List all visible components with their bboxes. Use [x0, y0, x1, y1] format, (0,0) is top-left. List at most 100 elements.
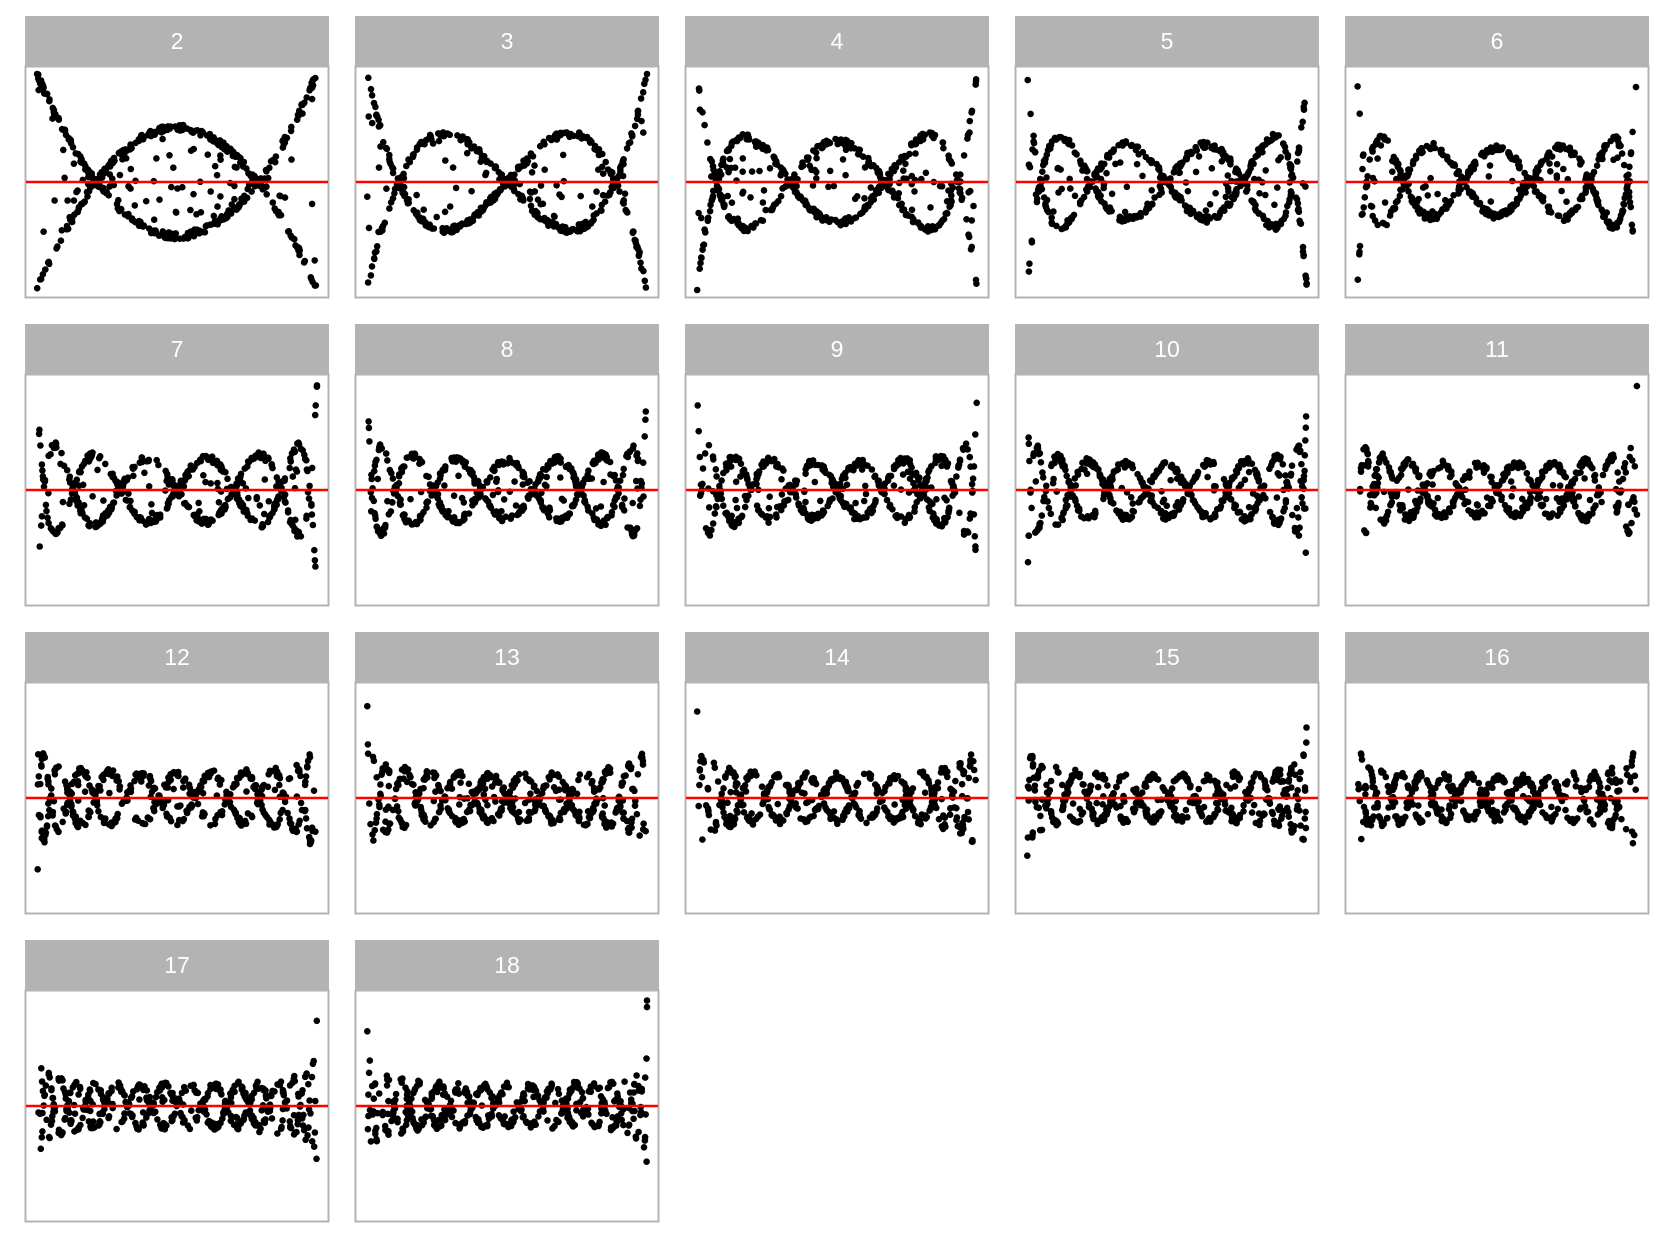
- data-point: [537, 499, 545, 506]
- data-point: [537, 182, 545, 189]
- data-point: [66, 473, 74, 481]
- data-point: [196, 508, 203, 515]
- data-point: [288, 156, 295, 163]
- data-point: [638, 480, 646, 487]
- data-point: [1030, 132, 1037, 140]
- data-point: [78, 463, 86, 470]
- data-point: [1599, 208, 1607, 216]
- data-point: [902, 160, 909, 168]
- data-point: [61, 126, 69, 133]
- data-point: [1595, 156, 1602, 163]
- data-point: [1558, 187, 1565, 195]
- data-point: [1097, 175, 1105, 183]
- data-point: [368, 494, 376, 502]
- data-point: [969, 475, 977, 483]
- data-point: [1028, 239, 1036, 246]
- data-point: [420, 206, 428, 213]
- data-point: [1535, 192, 1543, 200]
- data-point: [973, 399, 980, 407]
- data-point: [715, 185, 723, 193]
- data-point: [914, 473, 922, 481]
- data-point: [1273, 132, 1281, 139]
- data-point: [1300, 252, 1307, 260]
- panel-strip-label: 7: [171, 336, 184, 362]
- data-point: [771, 154, 778, 161]
- data-point: [180, 235, 187, 242]
- data-point: [960, 152, 968, 159]
- data-point: [1545, 203, 1553, 210]
- data-point: [1542, 467, 1549, 475]
- data-point: [400, 170, 407, 178]
- data-point: [1501, 501, 1509, 509]
- data-point: [1204, 213, 1212, 220]
- data-point: [1406, 166, 1414, 173]
- data-point: [1371, 217, 1379, 224]
- panel-strip-label: 10: [1154, 336, 1180, 362]
- data-point: [1195, 211, 1203, 218]
- data-point: [1276, 472, 1283, 479]
- data-point: [1505, 509, 1513, 516]
- data-point: [1167, 476, 1174, 484]
- data-point: [971, 533, 979, 540]
- data-point: [1119, 142, 1126, 149]
- data-point: [1498, 493, 1505, 501]
- data-point: [312, 74, 319, 82]
- data-point: [1287, 470, 1295, 478]
- data-point: [553, 136, 561, 143]
- data-point: [125, 211, 132, 219]
- data-point: [1359, 165, 1366, 173]
- data-point: [1367, 501, 1375, 508]
- data-point: [166, 152, 173, 159]
- data-point: [1531, 188, 1539, 195]
- data-point: [1615, 142, 1623, 150]
- data-point: [1050, 475, 1057, 483]
- data-point: [312, 282, 320, 289]
- data-point: [99, 185, 106, 193]
- data-point: [1578, 195, 1586, 202]
- data-point: [1482, 210, 1490, 218]
- data-point: [57, 237, 65, 244]
- data-point: [764, 514, 772, 521]
- data-point: [1363, 182, 1371, 190]
- data-point: [968, 217, 976, 224]
- data-point: [58, 449, 65, 457]
- data-point: [1629, 128, 1636, 136]
- data-point: [1105, 154, 1113, 161]
- data-point: [956, 509, 963, 517]
- data-point: [1273, 494, 1281, 501]
- data-point: [778, 476, 785, 483]
- data-point: [133, 513, 141, 521]
- panel-strip-label: 5: [1161, 28, 1174, 54]
- data-point: [156, 196, 163, 203]
- data-point: [894, 194, 902, 202]
- data-point: [1296, 217, 1303, 225]
- data-point: [843, 481, 851, 489]
- data-point: [383, 185, 390, 192]
- data-point: [1210, 146, 1218, 153]
- data-point: [1572, 469, 1580, 476]
- data-point: [159, 135, 166, 143]
- data-point: [1142, 209, 1149, 216]
- data-point: [152, 229, 160, 237]
- data-point: [716, 492, 723, 499]
- data-point: [1277, 220, 1285, 228]
- data-point: [940, 144, 947, 152]
- data-point: [1032, 191, 1040, 198]
- data-point: [1218, 158, 1226, 165]
- data-point: [1281, 504, 1288, 512]
- data-point: [1614, 154, 1621, 161]
- data-point: [287, 458, 295, 465]
- data-point: [1631, 463, 1639, 470]
- data-point: [52, 444, 60, 451]
- data-point: [45, 452, 52, 460]
- data-point: [1025, 434, 1032, 441]
- data-point: [1284, 151, 1292, 159]
- data-point: [379, 227, 386, 234]
- data-point: [279, 478, 286, 485]
- panel-points: [1024, 76, 1310, 288]
- data-point: [837, 221, 844, 229]
- data-point: [629, 499, 636, 507]
- data-point: [718, 196, 725, 203]
- data-point: [55, 524, 62, 532]
- data-point: [145, 483, 153, 490]
